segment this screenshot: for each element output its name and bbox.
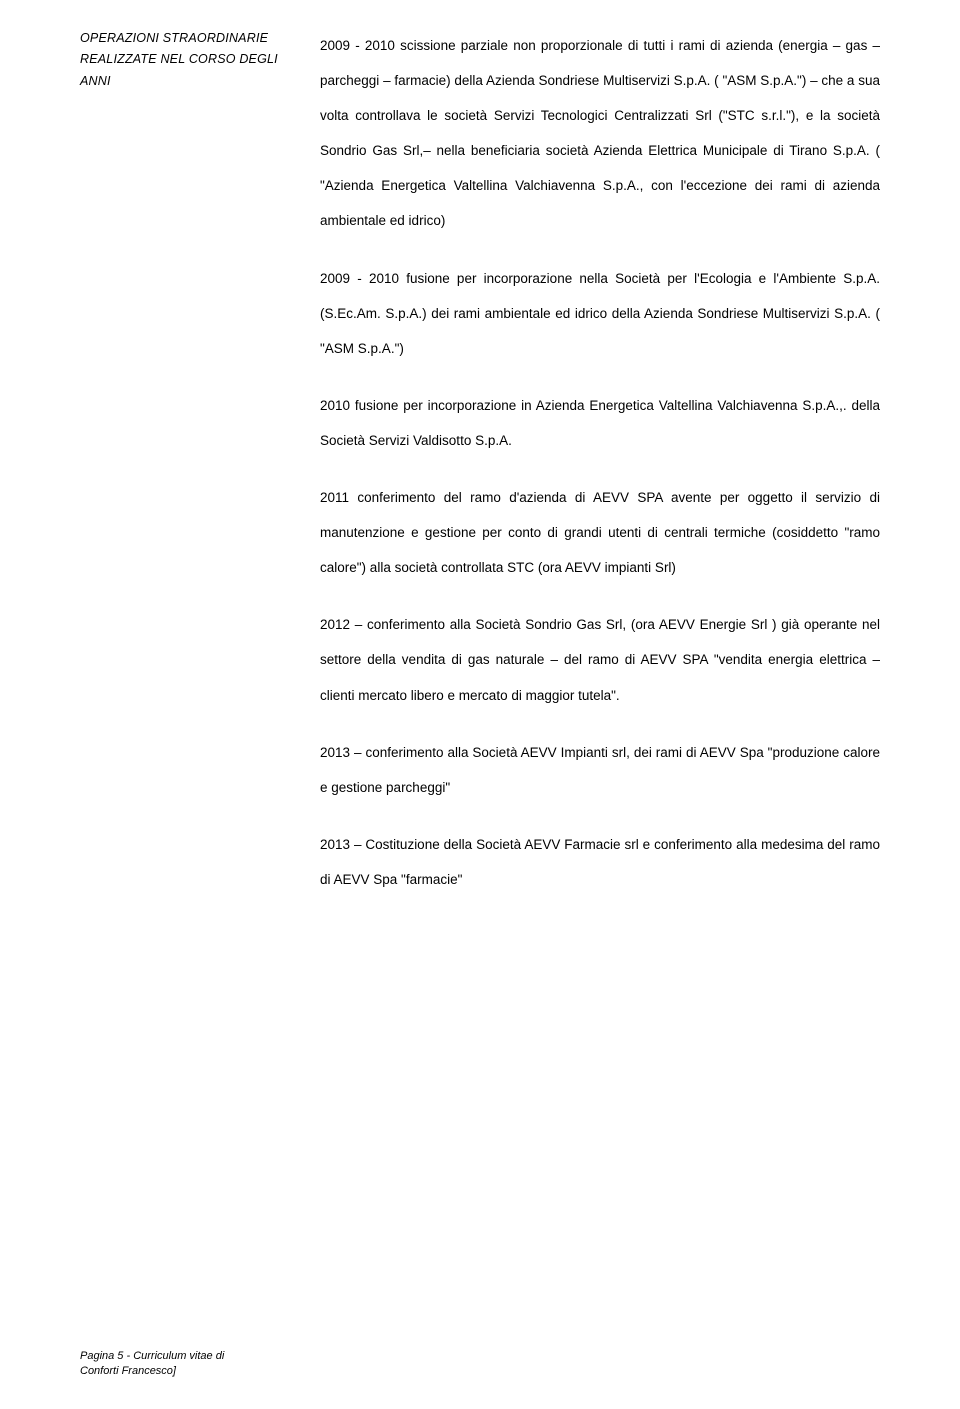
section-label-line2: REALIZZATE NEL CORSO DEGLI ANNI <box>80 49 300 92</box>
document-page: OPERAZIONI STRAORDINARIE REALIZZATE NEL … <box>0 0 960 1409</box>
paragraph-3: 2010 fusione per incorporazione in Azien… <box>320 388 880 458</box>
left-column: OPERAZIONI STRAORDINARIE REALIZZATE NEL … <box>80 28 310 92</box>
footer-line2: Conforti Francesco] <box>80 1364 224 1379</box>
right-column: 2009 - 2010 scissione parziale non propo… <box>310 28 880 919</box>
paragraph-2: 2009 - 2010 fusione per incorporazione n… <box>320 261 880 366</box>
footer-line1: Pagina 5 - Curriculum vitae di <box>80 1349 224 1364</box>
paragraph-6: 2013 – conferimento alla Società AEVV Im… <box>320 735 880 805</box>
paragraph-5: 2012 – conferimento alla Società Sondrio… <box>320 607 880 712</box>
paragraph-7: 2013 – Costituzione della Società AEVV F… <box>320 827 880 897</box>
page-footer: Pagina 5 - Curriculum vitae di Conforti … <box>80 1349 224 1379</box>
section-label-line1: OPERAZIONI STRAORDINARIE <box>80 28 300 49</box>
paragraph-4: 2011 conferimento del ramo d'azienda di … <box>320 480 880 585</box>
paragraph-1: 2009 - 2010 scissione parziale non propo… <box>320 28 880 239</box>
top-row: OPERAZIONI STRAORDINARIE REALIZZATE NEL … <box>80 28 880 919</box>
